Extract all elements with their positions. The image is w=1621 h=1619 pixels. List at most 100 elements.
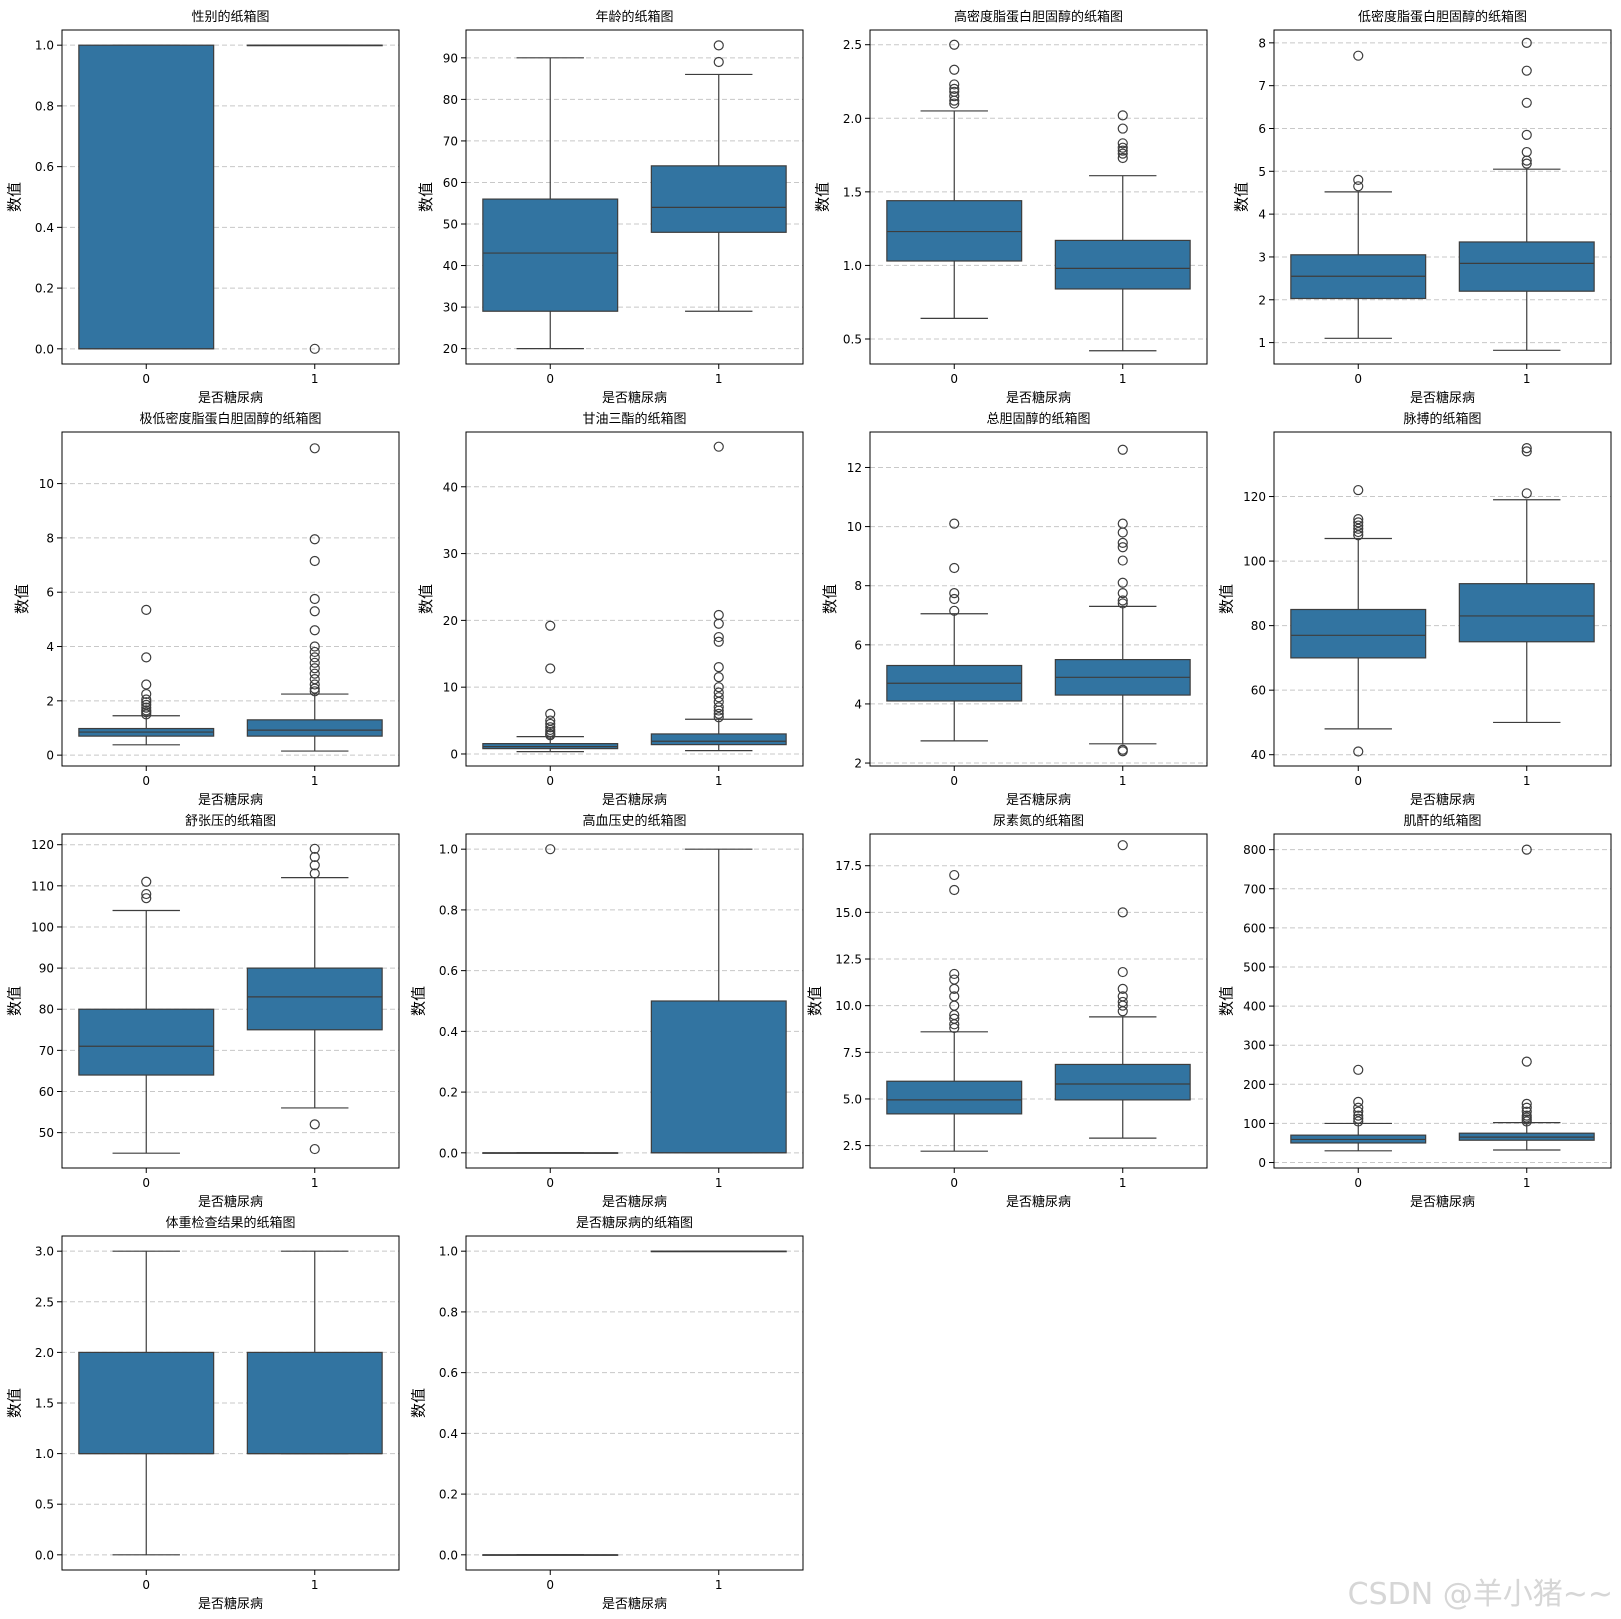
outlier-point [1117, 991, 1128, 1002]
box-1 [650, 40, 787, 312]
box-0 [78, 44, 215, 350]
y-tick-label: 60 [39, 1085, 54, 1099]
y-tick-label: 2 [1258, 293, 1266, 307]
outlier-point [141, 699, 152, 711]
y-tick-label: 80 [443, 93, 458, 107]
x-tick-label: 0 [142, 774, 150, 788]
y-tick-label: 300 [1243, 1039, 1266, 1053]
outlier-point [949, 86, 960, 97]
iqr-box [886, 200, 1023, 262]
outlier-point [309, 674, 320, 685]
outlier-point [1117, 555, 1128, 566]
y-tick-label: 60 [1251, 684, 1266, 698]
outlier-point [545, 620, 556, 631]
x-tick-label: 0 [1354, 372, 1362, 386]
y-tick-label: 1.0 [843, 259, 862, 273]
outlier-point [949, 968, 960, 980]
outlier-point [1117, 152, 1128, 164]
axes-frame [61, 431, 400, 767]
chart-title: 极低密度脂蛋白胆固醇的纸箱图 [139, 411, 321, 427]
outlier-point [1117, 840, 1128, 851]
outlier-point [1521, 488, 1532, 499]
y-tick-label: 4 [46, 640, 54, 654]
iqr-box [1054, 239, 1191, 290]
chart-title: 总胆固醇的纸箱图 [986, 411, 1090, 427]
outlier-point [1521, 1056, 1532, 1067]
axes-frame [1273, 431, 1612, 767]
outlier-point [1521, 37, 1532, 48]
iqr-box [1458, 583, 1595, 643]
iqr-box [246, 719, 383, 737]
x-tick-label: 1 [1523, 774, 1531, 788]
y-tick-label: 400 [1243, 1000, 1266, 1014]
outlier-point [949, 91, 960, 102]
outlier-point [141, 697, 152, 708]
y-tick-label: 0.0 [439, 1146, 458, 1160]
outlier-point [309, 652, 320, 663]
y-tick-label: 2.5 [35, 1295, 54, 1309]
y-tick-label: 60 [443, 176, 458, 190]
outlier-point [1117, 587, 1128, 599]
y-tick-label: 1.0 [439, 843, 458, 857]
y-tick-label: 5.0 [843, 1092, 862, 1106]
outlier-point [949, 869, 960, 881]
x-tick-label: 0 [142, 1578, 150, 1592]
outlier-point [1353, 526, 1364, 538]
box-0 [482, 57, 619, 350]
y-tick-label: 0.5 [843, 332, 862, 346]
y-axis-label: 数值 [410, 1388, 428, 1418]
iqr-box [78, 1351, 215, 1455]
outlier-point [1117, 598, 1128, 609]
outlier-point [1353, 484, 1364, 496]
y-tick-label: 30 [443, 301, 458, 315]
outlier-point [713, 636, 724, 647]
outlier-point [949, 974, 960, 985]
outlier-point [1117, 537, 1128, 548]
x-tick-label: 1 [311, 1578, 319, 1592]
x-tick-label: 1 [311, 372, 319, 386]
iqr-box [78, 1008, 215, 1076]
y-tick-label: 8 [854, 579, 862, 593]
y-tick-label: 8 [46, 531, 54, 545]
outlier-point [1521, 446, 1532, 457]
box-1 [1054, 840, 1191, 1139]
y-tick-label: 0.6 [439, 964, 458, 978]
outlier-point [713, 702, 724, 713]
axes-frame [61, 833, 400, 1169]
y-tick-label: 0.0 [35, 342, 54, 356]
box-0 [482, 844, 619, 1154]
chart-title: 高血压史的纸箱图 [582, 813, 686, 829]
y-tick-label: 5 [1258, 165, 1266, 179]
outlier-point [141, 694, 152, 705]
chart-title: 尿素氮的纸箱图 [993, 813, 1084, 829]
iqr-box [886, 1080, 1023, 1115]
y-tick-label: 17.5 [835, 859, 862, 873]
y-tick-label: 4 [854, 697, 862, 711]
outlier-point [713, 441, 724, 452]
y-axis-label: 数值 [1218, 986, 1236, 1016]
outlier-point [1117, 744, 1128, 755]
box-1 [1458, 443, 1595, 724]
outlier-point [309, 625, 320, 636]
y-tick-label: 1.5 [843, 185, 862, 199]
outlier-point [1117, 444, 1128, 455]
y-tick-label: 12.5 [835, 953, 862, 967]
outlier-point [713, 687, 724, 698]
outlier-point [1117, 518, 1128, 529]
outlier-point [949, 991, 960, 1002]
outlier-point [1521, 1102, 1532, 1113]
chart-title: 年龄的纸箱图 [595, 9, 673, 25]
outlier-point [1521, 97, 1532, 108]
y-tick-label: 10 [847, 520, 862, 534]
y-tick-label: 0.2 [439, 1488, 458, 1502]
y-tick-label: 40 [1251, 748, 1266, 762]
x-tick-label: 1 [1119, 1176, 1127, 1190]
y-tick-label: 10 [443, 681, 458, 695]
x-tick-label: 0 [142, 372, 150, 386]
outlier-point [309, 663, 320, 674]
y-tick-label: 2 [854, 757, 862, 771]
